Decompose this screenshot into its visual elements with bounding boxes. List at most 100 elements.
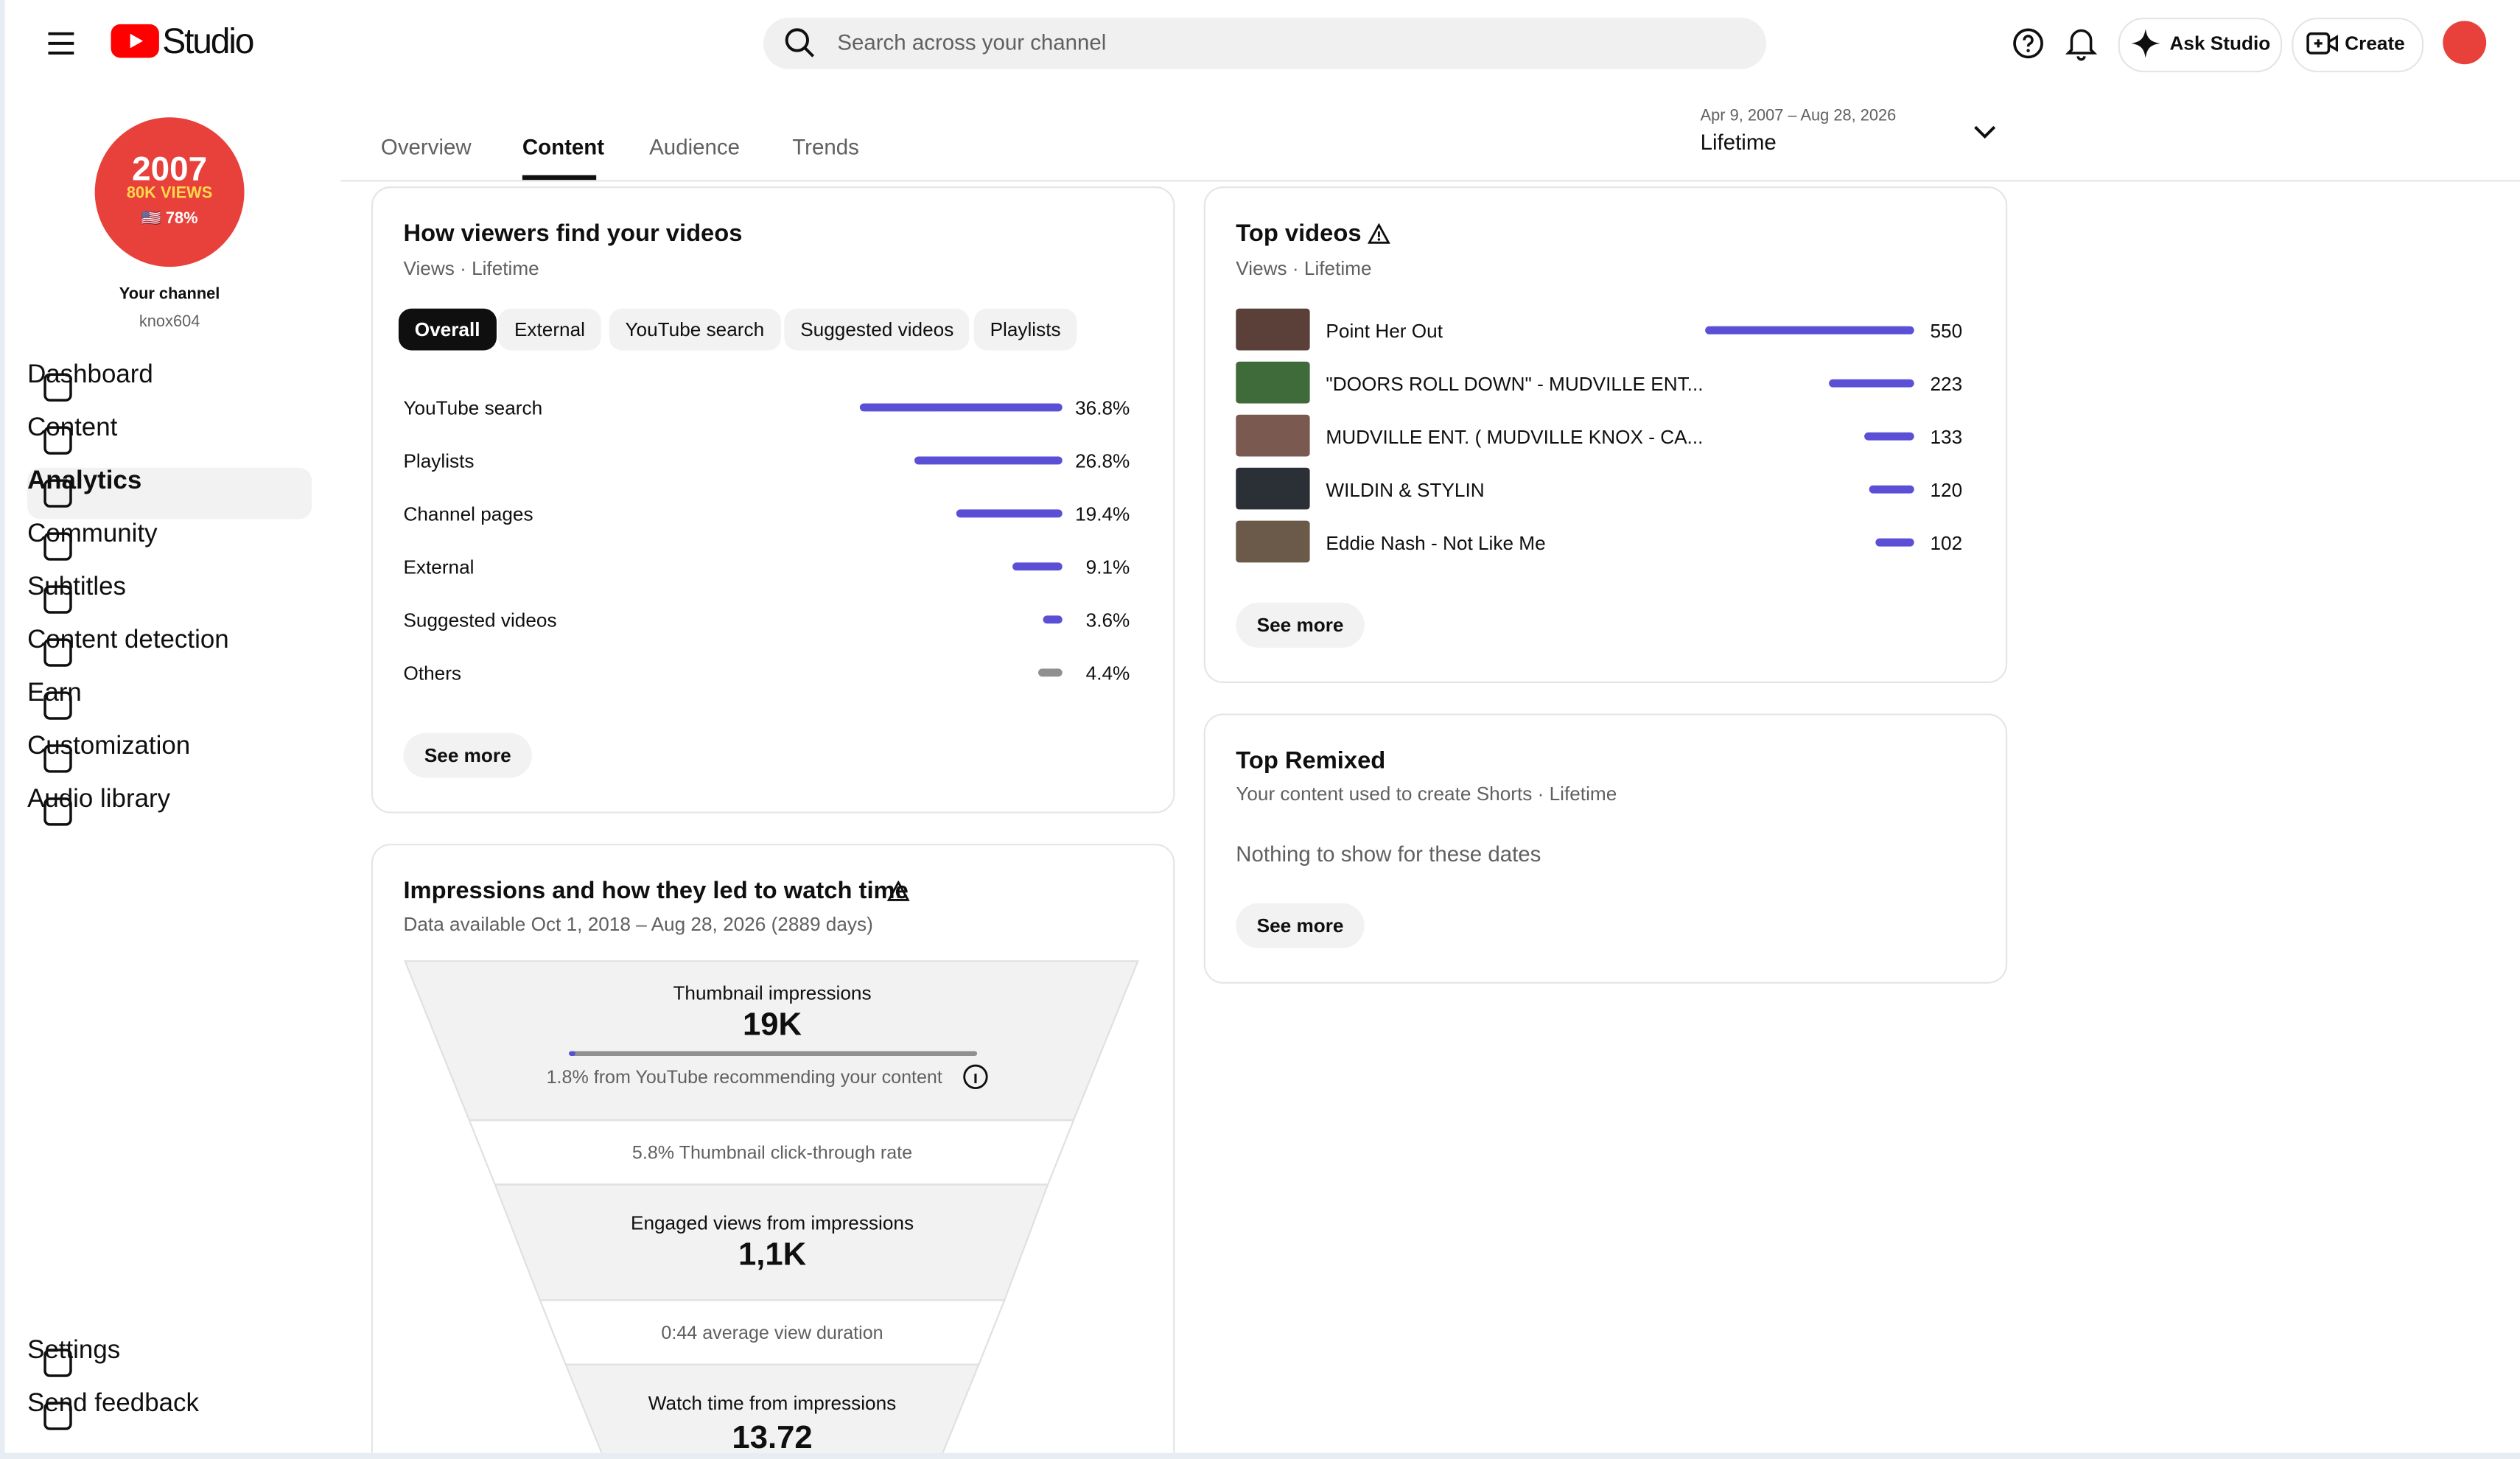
warning-icon[interactable] [886, 881, 910, 901]
nav-label[interactable]: Content [27, 414, 118, 442]
nav-item[interactable]: Community [27, 521, 312, 573]
create-label[interactable]: Create [2345, 32, 2405, 55]
views-count: 223 [1930, 373, 1963, 396]
nav-icon [43, 585, 72, 614]
progress-track [569, 1051, 978, 1056]
nav-item[interactable]: Content [27, 415, 312, 466]
nav-item[interactable]: Settings [27, 1337, 312, 1389]
nav-icon [43, 797, 72, 826]
channel-title: Your channel [119, 286, 220, 304]
tab[interactable]: Content [522, 135, 605, 159]
nav-icon [43, 1402, 72, 1430]
see-more-button[interactable]: See more [403, 732, 533, 778]
source-percent: 3.6% [1085, 609, 1130, 632]
source-label: YouTube search [403, 396, 543, 420]
logo-text[interactable]: Studio [162, 21, 254, 61]
logo-icon[interactable] [111, 24, 159, 58]
nav-item[interactable]: Earn [27, 680, 312, 732]
funnel-stage [564, 1363, 980, 1453]
card-title: How viewers find your videos [403, 220, 743, 248]
nav-icon [43, 691, 72, 720]
nav-item[interactable]: Dashboard [27, 362, 312, 413]
ask-studio-label[interactable]: Ask Studio [2169, 32, 2271, 55]
source-label: Playlists [403, 449, 475, 473]
source-bar [955, 509, 1063, 518]
source-label: External [403, 556, 475, 579]
views-bar [1875, 538, 1914, 547]
source-percent: 26.8% [1075, 449, 1130, 473]
empty-message: Nothing to show for these dates [1236, 842, 1541, 867]
info-icon[interactable] [963, 1064, 988, 1090]
views-bar [1829, 379, 1914, 388]
dropdown-icon[interactable] [1973, 124, 1996, 140]
card-subtitle: Your content used to create Shorts · Lif… [1236, 783, 1617, 805]
source-bar [1012, 562, 1063, 571]
notification-icon[interactable] [2065, 26, 2098, 61]
ask-studio-button[interactable] [2118, 17, 2283, 73]
channel-handle: knox604 [139, 313, 200, 332]
video-thumbnail[interactable] [1236, 361, 1310, 404]
source-bar [914, 456, 1063, 465]
tab[interactable]: Trends [792, 135, 859, 159]
nav-item[interactable]: Content detection [27, 627, 312, 679]
search-icon [785, 28, 815, 57]
source-percent: 4.4% [1085, 662, 1130, 685]
tab-indicator [522, 175, 597, 181]
progress-fill [569, 1051, 575, 1056]
create-icon [2306, 32, 2338, 55]
date-range[interactable]: Apr 9, 2007 – Aug 28, 2026 [1700, 108, 1897, 126]
channel-avatar[interactable] [94, 117, 245, 267]
nav-item[interactable]: Audio library [27, 786, 312, 838]
nav-icon [43, 373, 72, 402]
help-icon[interactable] [2012, 27, 2045, 60]
nav-icon [43, 1348, 72, 1377]
avatar-line: 80K VIEWS [126, 184, 213, 203]
video-thumbnail[interactable] [1236, 308, 1310, 351]
account-avatar[interactable] [2443, 21, 2487, 65]
source-bar [1042, 615, 1063, 624]
create-button[interactable] [2292, 17, 2424, 73]
video-thumbnail[interactable] [1236, 467, 1310, 510]
filter-chip[interactable]: Overall [398, 308, 497, 351]
nav-item[interactable]: Analytics [27, 467, 312, 519]
nav-item[interactable]: Subtitles [27, 574, 312, 626]
nav-item[interactable]: Send feedback [27, 1390, 312, 1442]
tab[interactable]: Overview [380, 135, 472, 159]
filter-chip[interactable]: Suggested videos [784, 308, 970, 351]
filter-chip[interactable]: YouTube search [609, 308, 780, 351]
video-title[interactable]: Eddie Nash - Not Like Me [1326, 531, 1546, 555]
nav-item[interactable]: Customization [27, 733, 312, 785]
sparkle-icon [2131, 29, 2160, 58]
filter-chip[interactable]: Playlists [973, 308, 1077, 351]
video-title[interactable]: "DOORS ROLL DOWN" - MUDVILLE ENT... [1326, 373, 1704, 396]
card-subtitle: Views · Lifetime [403, 256, 539, 280]
funnel-note: 1.8% from YouTube recommending your cont… [546, 1068, 942, 1088]
video-title[interactable]: WILDIN & STYLIN [1326, 478, 1485, 502]
search-box[interactable] [763, 17, 1767, 69]
warning-icon[interactable] [1368, 223, 1390, 244]
video-title[interactable]: Point Her Out [1326, 320, 1443, 343]
funnel [404, 960, 1139, 1453]
nav-label[interactable]: Settings [27, 1337, 121, 1365]
card-title: Top videos [1236, 220, 1362, 248]
avatar-line: 2007 [132, 151, 208, 189]
source-label: Suggested videos [403, 609, 557, 632]
filter-chip[interactable]: External [498, 308, 601, 351]
video-thumbnail[interactable] [1236, 520, 1310, 563]
menu-icon[interactable] [46, 30, 75, 56]
see-more-button[interactable]: See more [1236, 602, 1365, 648]
avatar-line: 🇺🇸 78% [141, 210, 198, 228]
traffic-card [371, 186, 1175, 814]
views-bar [1863, 432, 1914, 441]
funnel-value: 13.72 [732, 1421, 813, 1457]
video-thumbnail[interactable] [1236, 414, 1310, 457]
funnel-label: Watch time from impressions [648, 1391, 897, 1415]
see-more-button[interactable]: See more [1236, 903, 1365, 948]
date-label[interactable]: Lifetime [1700, 130, 1777, 155]
tab[interactable]: Audience [649, 135, 740, 159]
source-percent: 9.1% [1085, 556, 1130, 579]
source-bar [1037, 668, 1063, 677]
video-title[interactable]: MUDVILLE ENT. ( MUDVILLE KNOX - CA... [1326, 425, 1704, 449]
card-subtitle: Data available Oct 1, 2018 – Aug 28, 202… [403, 912, 873, 936]
